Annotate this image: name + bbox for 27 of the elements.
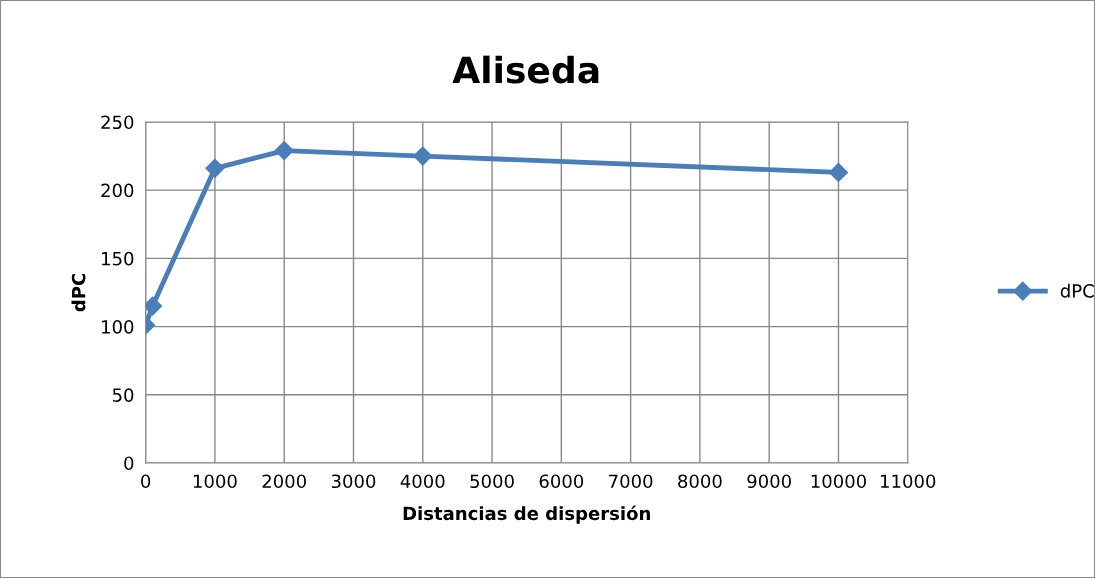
x-tick-label: 1000 xyxy=(193,474,237,489)
y-axis-title: dPC xyxy=(71,273,86,312)
x-tick-label: 2000 xyxy=(262,474,306,489)
y-tick-label: 100 xyxy=(102,320,134,334)
x-tick-label: 11000 xyxy=(881,474,936,489)
point xyxy=(145,296,163,316)
y-tick-label: 200 xyxy=(101,183,134,198)
y-tick-label: 150 xyxy=(102,251,134,266)
x-tick-label: 9000 xyxy=(747,474,791,489)
x-tick-label: 4000 xyxy=(400,474,445,489)
legend-label: dPC xyxy=(1060,283,1094,298)
x-tick-label: 6000 xyxy=(539,474,584,489)
x-tick-label: 7000 xyxy=(609,474,653,489)
point xyxy=(205,158,225,178)
y-tick-label: 0 xyxy=(124,456,134,471)
point xyxy=(274,141,294,161)
x-tick-label: 5000 xyxy=(470,474,514,489)
chart-title: Aliseda xyxy=(452,55,599,84)
y-tick-label: 50 xyxy=(112,388,134,402)
x-axis-title: Distancias de dispersión xyxy=(403,505,650,524)
x-tick-label: 8000 xyxy=(678,474,722,489)
point xyxy=(828,162,849,182)
point xyxy=(413,146,433,166)
x-tick-label: 3000 xyxy=(331,474,376,489)
x-tick-label: 10000 xyxy=(811,474,866,489)
y-tick-label: 250 xyxy=(101,115,134,130)
x-tick-label: 0 xyxy=(141,474,151,489)
